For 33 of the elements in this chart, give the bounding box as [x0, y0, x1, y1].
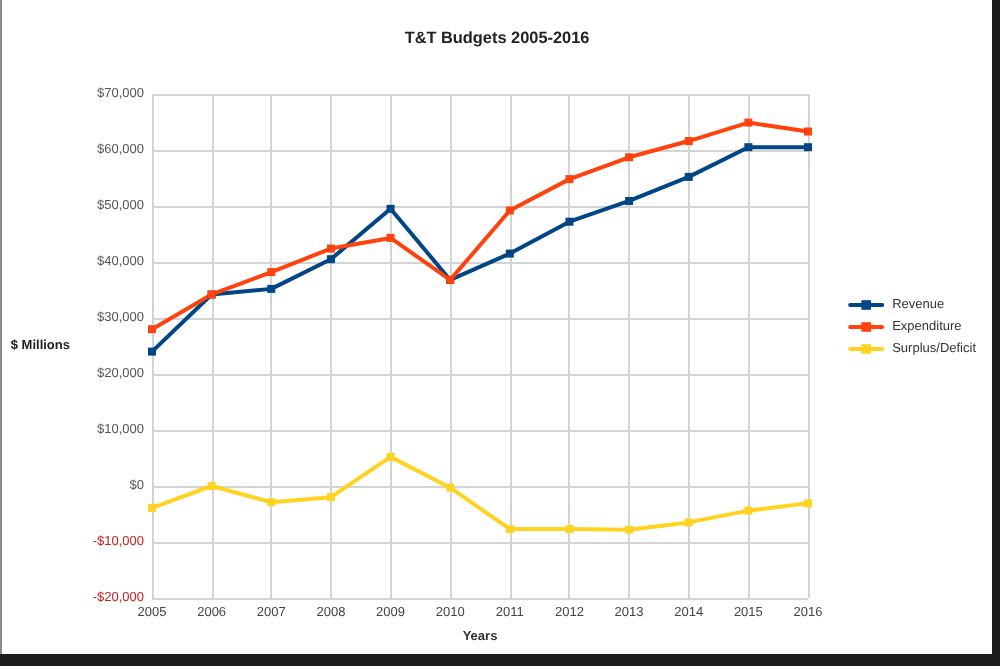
point — [565, 217, 574, 226]
point — [804, 499, 812, 508]
point — [744, 118, 753, 127]
point — [744, 143, 753, 152]
point — [684, 172, 693, 181]
point — [326, 493, 335, 502]
point — [505, 525, 514, 534]
chart-title: T&T Budgets 2005-2016 — [404, 29, 591, 47]
point — [684, 518, 693, 527]
point — [267, 268, 276, 277]
point — [446, 483, 455, 492]
point — [386, 204, 395, 213]
point — [684, 137, 693, 146]
point — [565, 175, 574, 184]
point — [148, 503, 156, 512]
point — [804, 127, 812, 136]
point — [386, 452, 395, 461]
point — [207, 482, 216, 490]
point — [148, 347, 156, 356]
point — [326, 244, 335, 253]
point — [267, 284, 276, 293]
point — [744, 506, 753, 515]
point — [625, 196, 634, 205]
point — [148, 325, 156, 334]
point — [326, 255, 335, 264]
point — [505, 249, 514, 258]
point — [804, 143, 812, 152]
point — [625, 525, 634, 534]
point — [386, 233, 395, 242]
point — [625, 153, 634, 162]
point — [565, 525, 574, 534]
point — [267, 498, 276, 507]
point — [505, 206, 514, 215]
